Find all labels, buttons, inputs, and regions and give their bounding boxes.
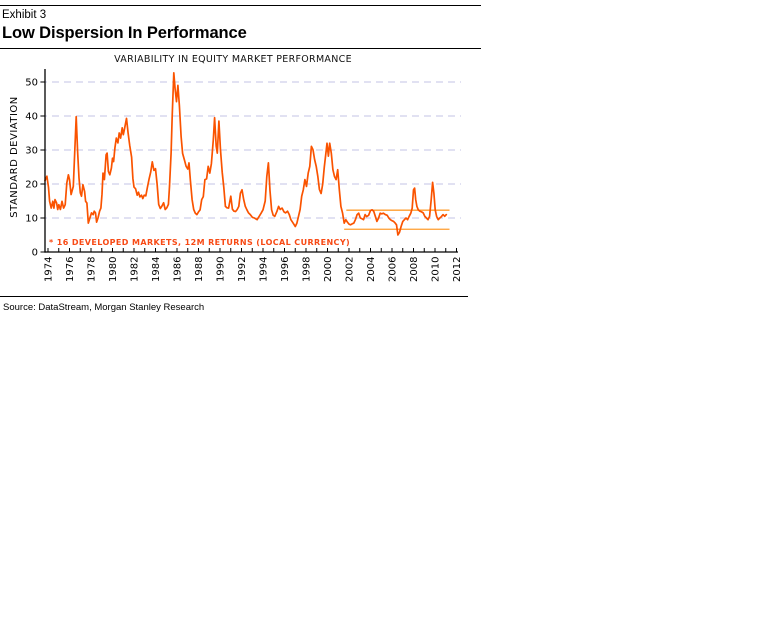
x-tick-label-2000: 2000 <box>323 257 334 282</box>
y-tick-label-10: 10 <box>25 214 38 225</box>
data-line <box>44 71 448 236</box>
x-tick-label-1982: 1982 <box>130 257 141 282</box>
y-tick-label-20: 20 <box>25 180 38 191</box>
series-legend: * 16 DEVELOPED MARKETS, 12M RETURNS (LOC… <box>49 238 350 247</box>
x-tick-label-1986: 1986 <box>173 257 184 282</box>
y-tick-label-0: 0 <box>32 248 38 259</box>
chart-title: VARIABILITY IN EQUITY MARKET PERFORMANCE <box>114 54 352 65</box>
x-tick-label-1996: 1996 <box>280 257 291 282</box>
chart-svg: 0 10 20 30 40 50 1974 1976 1978 1980 1982 1984 1986 1… <box>9 54 463 282</box>
x-tick-label-2010: 2010 <box>431 257 442 282</box>
header-divider <box>0 48 481 49</box>
source-text: Source: DataStream, Morgan Stanley Resea… <box>3 302 205 313</box>
x-tick-label-2006: 2006 <box>388 257 399 282</box>
x-tick-label-1974: 1974 <box>44 257 55 282</box>
x-tick-label-2002: 2002 <box>345 257 356 282</box>
chart-area: 0 10 20 30 40 50 1974 1976 1978 1980 1982 1984 1986 1… <box>0 49 481 296</box>
exhibit-label: Exhibit 3 <box>2 9 47 21</box>
x-tick-label-1980: 1980 <box>108 257 119 282</box>
footer-divider <box>0 296 468 297</box>
x-tick-label-2012: 2012 <box>452 257 463 282</box>
x-tick-label-1998: 1998 <box>302 257 313 282</box>
x-tick-label-1992: 1992 <box>237 257 248 282</box>
y-axis-label: STANDARD DEVIATION <box>9 96 20 217</box>
y-tick-label-30: 30 <box>25 146 38 157</box>
y-tick-label-50: 50 <box>25 78 38 89</box>
page-title: Low Dispersion In Performance <box>2 24 247 42</box>
exhibit-block: Exhibit 3 Low Dispersion In Performance … <box>0 5 768 314</box>
top-rule <box>0 5 481 6</box>
x-tick-label-1976: 1976 <box>65 257 76 282</box>
x-tick-label-1994: 1994 <box>259 257 270 282</box>
x-tick-label-2004: 2004 <box>366 257 377 282</box>
x-tick-label-1990: 1990 <box>216 257 227 282</box>
x-tick-label-1984: 1984 <box>151 257 162 282</box>
x-tick-label-1988: 1988 <box>194 257 205 282</box>
y-tick-label-40: 40 <box>25 112 38 123</box>
x-tick-label-2008: 2008 <box>409 257 420 282</box>
x-tick-label-1978: 1978 <box>87 257 98 282</box>
